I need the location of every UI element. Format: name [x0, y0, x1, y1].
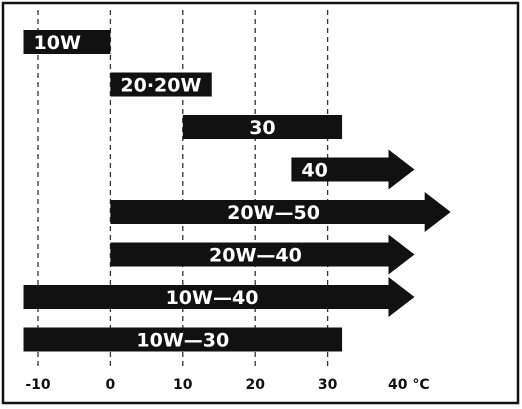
bar-shape	[291, 149, 415, 190]
grid-lines	[37, 10, 329, 368]
x-tick-label: 10	[173, 377, 193, 393]
bar-shape	[110, 72, 212, 97]
bar-group: 10W 20·20W 30 40 20W—50 20W—40 10W—40 10W—30	[23, 30, 451, 352]
x-tick-label: 30	[318, 377, 338, 393]
bar-label: 20·20W	[120, 75, 201, 97]
bar-3: 40	[291, 149, 415, 190]
x-tick-label: -10	[25, 377, 51, 393]
bar-6: 10W—40	[23, 277, 415, 317]
bar-label: 10W	[34, 32, 81, 54]
bar-shape	[182, 115, 343, 139]
bar-label: 40	[301, 160, 327, 182]
bar-shape	[110, 234, 415, 275]
bar-5: 20W—40	[110, 234, 415, 275]
x-axis-ticks: -10 0 10 20 30 40 °C	[25, 377, 429, 393]
bar-label: 10W—30	[136, 330, 229, 352]
bar-label: 20W—50	[227, 202, 320, 224]
x-tick-label: 40 °C	[388, 377, 430, 393]
bar-shape	[23, 327, 343, 352]
bar-2: 30	[182, 115, 343, 139]
bar-4: 20W—50	[110, 192, 451, 232]
bar-shape	[23, 30, 111, 54]
bar-label: 30	[249, 117, 275, 139]
bar-1: 20·20W	[110, 72, 212, 97]
bar-shape	[110, 192, 451, 232]
bar-label: 20W—40	[209, 245, 302, 267]
x-tick-label: 0	[106, 377, 116, 393]
bar-shape	[23, 277, 415, 317]
bar-label: 10W—40	[166, 287, 259, 309]
bar-0: 10W	[23, 30, 111, 54]
bar-7: 10W—30	[23, 327, 343, 352]
x-tick-label: 20	[245, 377, 265, 393]
